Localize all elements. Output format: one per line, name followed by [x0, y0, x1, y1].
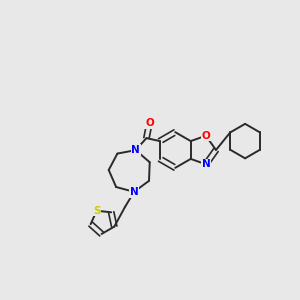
Text: N: N	[131, 145, 140, 155]
Text: N: N	[130, 187, 139, 197]
Text: O: O	[202, 131, 210, 141]
Text: N: N	[202, 159, 210, 169]
Text: O: O	[145, 118, 154, 128]
Text: S: S	[93, 206, 100, 216]
